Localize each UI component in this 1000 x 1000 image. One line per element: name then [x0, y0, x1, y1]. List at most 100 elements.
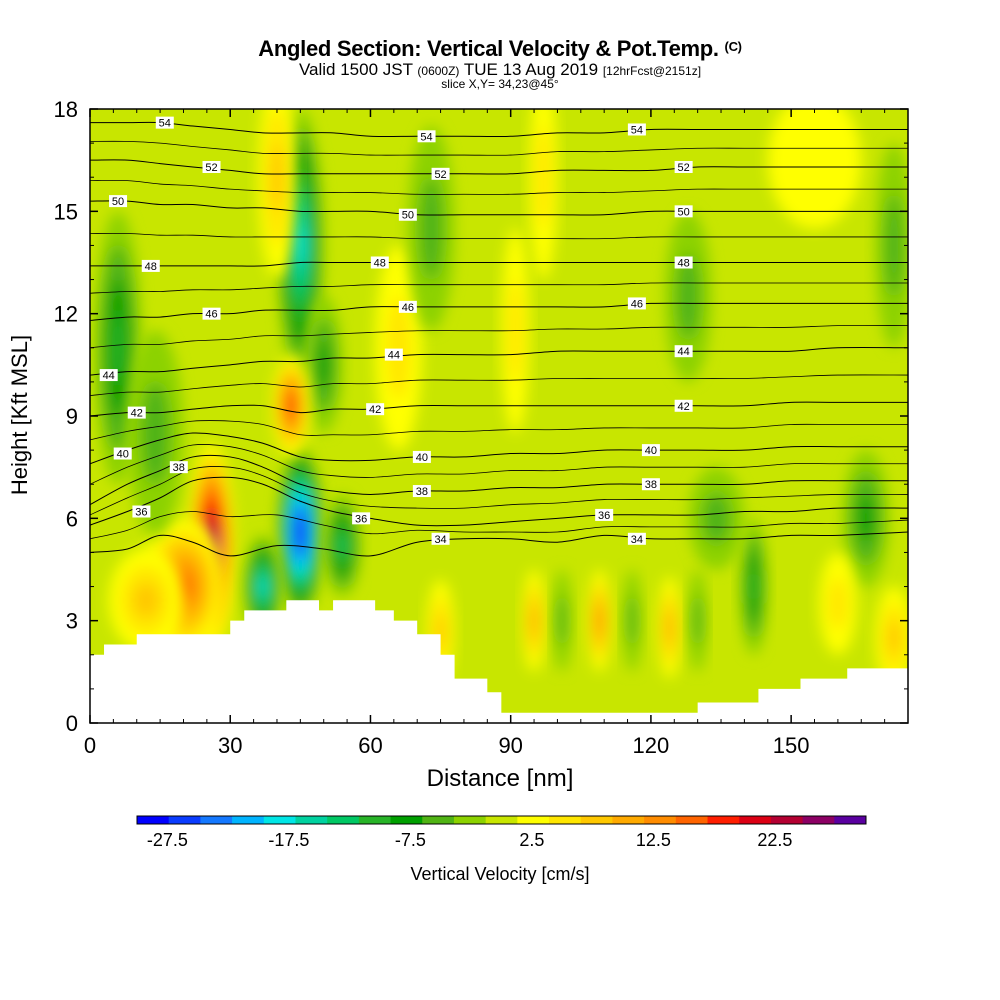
colorbar-tick-label: -17.5 [268, 830, 309, 850]
contour-label-46: 46 [202, 307, 221, 321]
theta-contour-minor [90, 420, 908, 441]
x-tick-label: 60 [358, 733, 382, 758]
x-tick-label: 150 [773, 733, 810, 758]
velocity-cell [739, 518, 768, 655]
contour-label-54: 54 [627, 123, 646, 136]
colorbar-swatch [644, 816, 677, 824]
contour-label-34: 34 [431, 532, 450, 546]
velocity-level [767, 109, 862, 229]
velocity-cell [272, 354, 310, 457]
velocity-cell [622, 569, 642, 672]
x-tick-label: 0 [84, 733, 96, 758]
contour-label-48: 48 [674, 256, 693, 270]
contour-label-text: 44 [103, 370, 115, 382]
velocity-cell [767, 109, 862, 229]
contour-label-text: 48 [145, 261, 157, 273]
contour-label-text: 54 [159, 118, 171, 130]
contour-label-text: 40 [645, 445, 657, 457]
theta-contour-minor [90, 444, 908, 485]
contour-label-text: 36 [355, 513, 367, 525]
theta-contour-minor [90, 179, 908, 195]
contour-label-box [417, 130, 436, 143]
contour-label-box [366, 403, 385, 416]
colorbar-swatch [263, 816, 296, 824]
theta-contour-46 [90, 302, 908, 321]
contour-label-box [674, 399, 693, 412]
velocity-level [298, 524, 303, 540]
theta-contour-44 [90, 347, 908, 376]
contour-label-44: 44 [674, 345, 693, 358]
contour-label-50: 50 [109, 195, 128, 208]
y-tick-label: 15 [54, 199, 78, 224]
contour-label-50: 50 [674, 205, 693, 218]
contour-label-box [370, 256, 389, 269]
contour-label-44: 44 [99, 369, 118, 382]
velocity-cell [407, 126, 455, 331]
velocity-level [666, 614, 673, 641]
velocity-cell [688, 467, 745, 570]
theta-contour-minor [90, 282, 908, 294]
colorbar-swatch [200, 816, 233, 824]
contour-label-text: 42 [131, 408, 143, 420]
colorbar-swatch [612, 816, 645, 824]
theta-contour-36 [90, 476, 908, 527]
theta-contour-50 [90, 200, 908, 216]
contour-label-box [132, 505, 151, 518]
velocity-level [627, 595, 637, 647]
colorbar-swatch [168, 816, 201, 824]
colorbar-swatch [485, 816, 518, 824]
contour-label-box [155, 116, 174, 129]
contour-label-text: 44 [388, 350, 400, 362]
forecast-info: [12hrFcst@2151z] [602, 64, 702, 78]
colorbar-label: Vertical Velocity [cm/s] [410, 864, 590, 884]
theta-contours [90, 121, 908, 557]
velocity-cell [587, 569, 612, 672]
velocity-level [317, 342, 330, 388]
contour-label-46: 46 [627, 297, 646, 310]
contour-label-box [627, 532, 646, 545]
contour-label-box [431, 167, 450, 180]
velocity-cell [522, 569, 546, 672]
theta-contour-34 [90, 531, 908, 557]
theta-contour-minor [90, 511, 908, 540]
velocity-cell [664, 211, 712, 382]
velocity-level [828, 578, 848, 630]
contour-label-box [398, 208, 417, 221]
contour-label-42: 42 [674, 399, 693, 413]
theta-contour-minor [90, 374, 908, 396]
theta-contour-40 [90, 432, 908, 465]
x-axis-label: Distance [nm] [426, 765, 574, 792]
contour-labels: 54 54 54 52 52 52 50 50 50 48 48 48 46 46 46 44 44 44 42 42… [99, 116, 693, 546]
contour-label-box [384, 348, 403, 361]
theta-contour-minor [90, 140, 908, 156]
colorbar-swatch [549, 816, 582, 824]
contour-label-text: 48 [374, 258, 386, 270]
contour-label-text: 42 [678, 401, 690, 413]
contour-label-44: 44 [384, 348, 403, 362]
velocity-cell [258, 109, 296, 280]
velocity-level [597, 610, 602, 631]
velocity-cell [305, 296, 343, 434]
contour-label-box [202, 160, 221, 173]
contour-label-text: 54 [420, 131, 432, 143]
contour-label-text: 50 [112, 196, 124, 208]
contour-label-box [431, 532, 450, 545]
contour-label-box [641, 478, 660, 491]
contour-label-box [113, 447, 132, 460]
contour-label-text: 40 [117, 449, 129, 461]
velocity-level [419, 177, 443, 280]
y-tick-label: 0 [66, 711, 78, 736]
contour-label-text: 52 [434, 169, 446, 181]
theta-contour-42 [90, 401, 908, 417]
colorbar-tick-label: 12.5 [636, 830, 671, 850]
velocity-cell [875, 143, 908, 348]
contour-label-text: 52 [678, 162, 690, 174]
contour-label-text: 40 [416, 452, 428, 464]
title-units: (C) [724, 39, 742, 54]
velocity-level [750, 569, 758, 604]
velocity-level [133, 583, 159, 618]
contour-label-48: 48 [370, 256, 389, 270]
contour-label-52: 52 [674, 160, 693, 174]
contour-label-40: 40 [412, 450, 431, 464]
